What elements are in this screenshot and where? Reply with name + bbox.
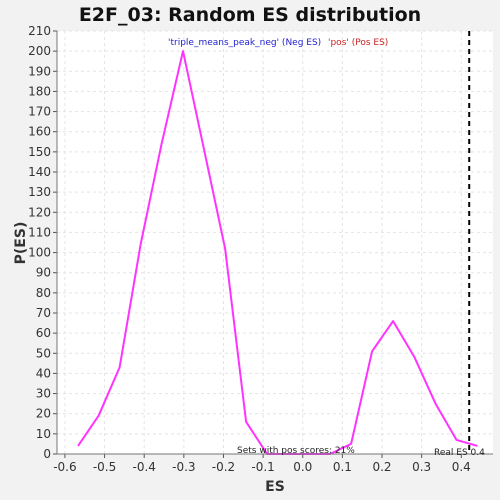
x-axis-title: ES	[265, 479, 285, 495]
y-tick-label: 100	[28, 246, 51, 260]
y-tick-label: 90	[36, 266, 51, 280]
x-tick-label: 0.4	[452, 460, 471, 474]
x-tick-label: 0.3	[412, 460, 431, 474]
x-tick-label: -0.1	[251, 460, 274, 474]
y-tick-label: 0	[43, 447, 51, 461]
real-es-label: Real ES 0.4	[434, 448, 485, 458]
axes: 0 10 20 30 40 50 60 70 80 90 100 110 120 130 140 150 160…	[28, 24, 493, 474]
y-tick-label: 140	[28, 165, 51, 179]
legend-neg-label: 'triple_means_peak_neg' (Neg ES)	[168, 38, 321, 48]
pos-scores-annotation: Sets with pos scores: 21%	[237, 446, 355, 456]
y-tick-label: 180	[28, 84, 51, 98]
y-tick-label: 210	[28, 24, 51, 38]
x-tick-label: 0.1	[333, 460, 352, 474]
grid-lines	[57, 30, 493, 455]
x-tick-label: -0.4	[132, 460, 155, 474]
legend-pos-label: 'pos' (Pos ES)	[328, 38, 388, 48]
plot-area	[57, 31, 493, 454]
y-tick-label: 50	[36, 346, 51, 360]
y-axis-title: P(ES)	[13, 222, 29, 265]
y-tick-label: 130	[28, 185, 51, 199]
y-tick-label: 20	[36, 407, 51, 421]
y-tick-label: 190	[28, 64, 51, 78]
y-tick-label: 110	[28, 225, 51, 239]
x-tick-label: -0.6	[53, 460, 76, 474]
y-tick-label: 40	[36, 366, 51, 380]
x-tick-label: 0.2	[372, 460, 391, 474]
y-tick-label: 200	[28, 44, 51, 58]
y-tick-label: 120	[28, 205, 51, 219]
x-tick-label: -0.2	[212, 460, 235, 474]
y-tick-label: 10	[36, 427, 51, 441]
y-tick-label: 30	[36, 387, 51, 401]
x-tick-label: 0.0	[293, 460, 312, 474]
y-tick-label: 60	[36, 326, 51, 340]
y-tick-label: 150	[28, 145, 51, 159]
x-tick-label: -0.5	[93, 460, 116, 474]
chart-title: E2F_03: Random ES distribution	[79, 4, 421, 26]
y-tick-label: 80	[36, 286, 51, 300]
x-tick-label: -0.3	[172, 460, 195, 474]
y-tick-label: 70	[36, 306, 51, 320]
y-tick-label: 170	[28, 105, 51, 119]
y-tick-label: 160	[28, 125, 51, 139]
